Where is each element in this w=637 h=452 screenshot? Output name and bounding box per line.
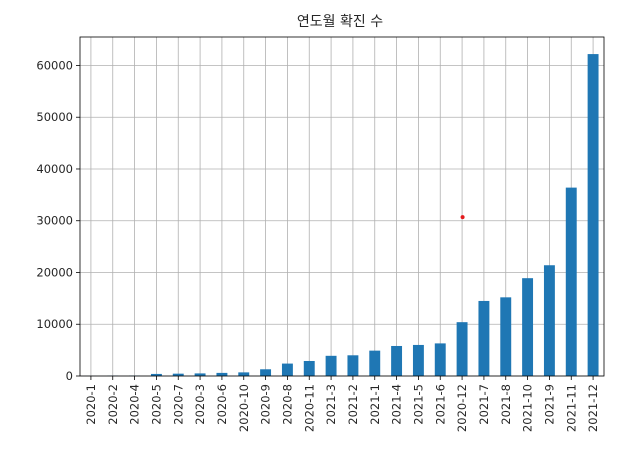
- x-tick-label: 2020-10: [237, 384, 251, 432]
- y-tick-label: 20000: [36, 265, 73, 279]
- bar: [587, 54, 599, 377]
- x-tick-label: 2020-12: [455, 384, 469, 432]
- x-tick-label: 2021-11: [564, 384, 578, 432]
- x-tick-label: 2020-8: [280, 384, 294, 425]
- x-tick-label: 2020-7: [171, 384, 185, 425]
- bar: [456, 322, 468, 376]
- bar: [260, 369, 272, 376]
- y-tick-label: 60000: [36, 58, 73, 72]
- bar: [172, 373, 184, 376]
- y-tick-label: 40000: [36, 162, 73, 176]
- x-tick-label: 2020-1: [84, 384, 98, 425]
- x-tick-label: 2021-10: [521, 384, 535, 432]
- y-tick-label: 10000: [36, 317, 73, 331]
- x-tick-label: 2020-6: [215, 384, 229, 425]
- x-tick-label: 2021-12: [586, 384, 600, 432]
- bar: [478, 300, 490, 376]
- x-tick-label: 2021-6: [433, 384, 447, 425]
- x-tick-label: 2021-8: [499, 384, 513, 425]
- x-tick-label: 2021-5: [411, 384, 425, 425]
- bars: [85, 54, 599, 377]
- x-tick-label: 2020-3: [193, 384, 207, 425]
- bar: [522, 278, 534, 376]
- x-tick-label: 2020-9: [259, 384, 273, 425]
- x-tick-label: 2021-4: [390, 384, 404, 425]
- y-tick-label: 50000: [36, 110, 73, 124]
- x-tick-label: 2021-3: [324, 384, 338, 425]
- bar: [391, 345, 403, 376]
- bar: [369, 350, 381, 376]
- x-tick-label: 2021-9: [542, 384, 556, 425]
- bar: [281, 363, 293, 376]
- bar: [434, 343, 446, 376]
- bar: [150, 373, 162, 376]
- bar: [500, 297, 512, 376]
- x-tick-label: 2021-7: [477, 384, 491, 425]
- chart-title: 연도월 확진 수: [297, 14, 383, 30]
- red-marker-point: [460, 215, 465, 220]
- x-tick-label: 2021-1: [368, 384, 382, 425]
- bar: [347, 355, 359, 376]
- bar: [194, 373, 206, 376]
- y-tick-label: 30000: [36, 214, 73, 228]
- x-tick-label: 2020-2: [106, 384, 120, 425]
- x-tick-label: 2020-4: [128, 384, 142, 425]
- x-axis: 2020-1 2020-2 2020-4 2020-5 2020-7 2020-3 2020…: [84, 376, 600, 432]
- x-tick-label: 2020-11: [302, 384, 316, 432]
- bar: [325, 355, 337, 376]
- annotation-marker: [460, 215, 465, 220]
- x-tick-label: 2021-2: [346, 384, 360, 425]
- bar: [543, 265, 555, 376]
- x-tick-label: 2020-5: [149, 384, 163, 425]
- bar: [303, 360, 315, 376]
- bar: [216, 372, 228, 376]
- bar: [565, 187, 577, 376]
- bar: [412, 344, 424, 376]
- y-tick-label: 0: [66, 369, 73, 383]
- bar: [238, 372, 250, 376]
- plot-frame: [79, 36, 605, 377]
- y-axis: 0 10000 20000 30000 40000 50000 60000: [36, 58, 80, 383]
